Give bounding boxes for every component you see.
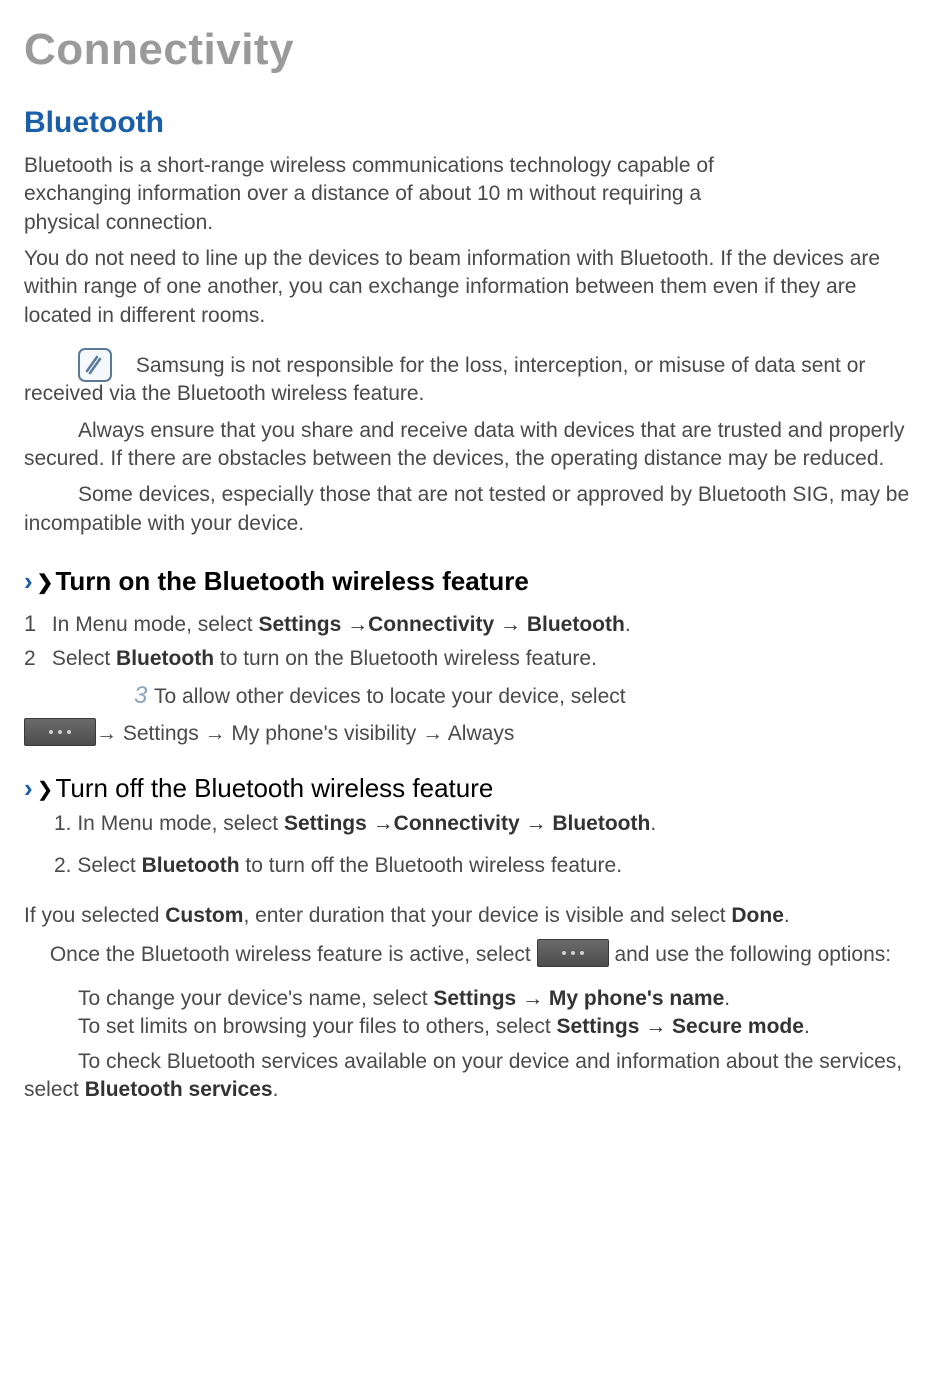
opt2-a: To set limits on browsing your files to … (78, 1015, 557, 1038)
active-intro-b: and use the following options: (614, 943, 891, 966)
chevron-icon: › (24, 566, 33, 596)
note-icon (78, 348, 112, 382)
turn-off-step-1: 1. In Menu mode, select Settings →Connec… (54, 810, 917, 838)
custom-p1-a: If you se (24, 904, 103, 927)
turn-off-heading-text: Turn off the Bluetooth wireless feature (55, 773, 493, 803)
off-step1-b: Menu mode, select (101, 812, 284, 835)
off-step1-a: 1. In (54, 812, 101, 835)
active-intro-a: Once the Bluetooth wireless feature is a… (50, 943, 537, 966)
opt1-a: To change your device's name, select (78, 987, 433, 1010)
off-step1-d: → (373, 812, 394, 835)
turn-off-step-2: 2. Select Bluetooth to turn off the Blue… (54, 852, 917, 880)
note-line-3: Some devices, especially those that are … (24, 481, 917, 538)
opt1-d: . (724, 987, 730, 1010)
option-2: To set limits on browsing your files to … (24, 1013, 917, 1041)
step1-text-d: Connectivity (368, 613, 500, 636)
step-number-1: 1 (24, 609, 46, 639)
custom-p1-b: lected (103, 904, 165, 927)
menu-button-icon (537, 939, 609, 967)
option-1: To change your device's name, select Set… (24, 985, 917, 1013)
note-text-2: Always ensure that you share and receive… (24, 419, 904, 470)
opt1-b: Settings (433, 987, 522, 1010)
subheading-turn-on: ›❯Turn on the Bluetooth wireless feature (24, 564, 917, 599)
custom-p1-d: , enter duration that your device is vis… (243, 904, 731, 927)
active-options-intro: Once the Bluetooth wireless feature is a… (24, 939, 917, 969)
opt3-c: . (273, 1078, 279, 1101)
custom-p1-f: . (784, 904, 790, 927)
off-step1-g: . (650, 812, 656, 835)
step2-text-a: Select (52, 647, 116, 670)
step2-text-b: Bluetooth (116, 647, 214, 670)
opt1-c: → My phone's name (522, 987, 724, 1010)
off-step1-f: → Bluetooth (526, 812, 651, 835)
step1-period: . (625, 613, 631, 636)
opt2-d: . (804, 1015, 810, 1038)
off-step2-c: Bluetooth (142, 854, 240, 877)
intro-paragraph-1: Bluetooth is a short-range wireless comm… (24, 152, 724, 237)
opt2-c: → Secure mode (645, 1015, 804, 1038)
chevron-icon: › (24, 773, 33, 803)
step-number-3: 3 (134, 682, 154, 709)
step2-text-c: to turn on the Bluetooth wireless featur… (214, 647, 597, 670)
step-number-2: 2 (24, 645, 46, 673)
step1-text-b: Settings (258, 613, 347, 636)
off-step2-d: to turn off the Bluetooth wireless featu… (240, 854, 623, 877)
turn-on-step-2: 2 Select Bluetooth to turn on the Blueto… (24, 645, 917, 673)
turn-on-step-3b: → Settings → My phone's visibility → Alw… (24, 718, 917, 748)
step3-text-a: To allow other devices to locate your de… (154, 685, 626, 708)
page-title: Connectivity (24, 20, 917, 79)
subheading-turn-off: ›❯Turn off the Bluetooth wireless featur… (24, 771, 917, 806)
marker-arrow-icon: ❯ (37, 779, 54, 801)
step1-text-e: → Bluetooth (500, 613, 625, 636)
custom-p1-c: Custom (165, 904, 243, 927)
off-step2-a: 2. Sele (54, 854, 119, 877)
custom-paragraph: If you selected Custom, enter duration t… (24, 902, 917, 930)
custom-p1-e: Done (731, 904, 784, 927)
off-step1-c: Settings (284, 812, 373, 835)
off-step1-e: Connectivity (394, 812, 526, 835)
turn-on-step-3a: 3 To allow other devices to locate your … (24, 680, 917, 712)
step3-text-b: → Settings → My phone's visibility → Alw… (96, 722, 514, 745)
section-heading-bluetooth: Bluetooth (24, 103, 917, 144)
note-line-2: Always ensure that you share and receive… (24, 417, 917, 474)
intro-paragraph-2: You do not need to line up the devices t… (24, 245, 917, 330)
note-block: Samsung is not responsible for the loss,… (24, 338, 917, 538)
turn-on-heading-text: Turn on the Bluetooth wireless feature (55, 566, 528, 596)
step1-arrow-1: → (347, 613, 368, 636)
menu-button-icon (24, 718, 96, 746)
note-text-1: Samsung is not responsible for the loss,… (24, 354, 865, 405)
step1-text-a: In Menu mode, select (52, 613, 259, 636)
opt2-b: Settings (557, 1015, 646, 1038)
note-text-3: Some devices, especially those that are … (24, 483, 909, 534)
marker-arrow-icon: ❯ (37, 572, 54, 594)
turn-on-step-1: 1 In Menu mode, select Settings →Connect… (24, 609, 917, 639)
note-line-1: Samsung is not responsible for the loss,… (24, 338, 917, 409)
option-3: To check Bluetooth services available on… (24, 1048, 917, 1105)
opt3-b: Bluetooth services (85, 1078, 273, 1101)
off-step2-b: ct (119, 854, 141, 877)
